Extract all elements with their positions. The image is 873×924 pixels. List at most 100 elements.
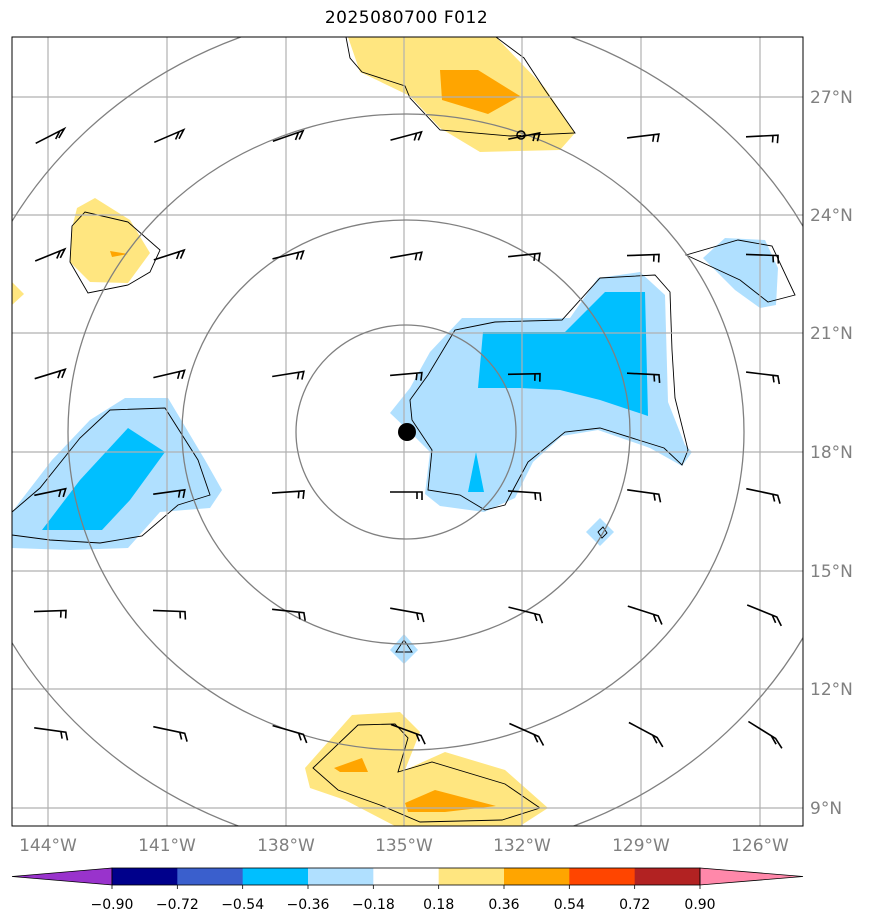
positive-anomaly-area [70,198,150,283]
wind-barb [34,487,67,498]
wind-barb [272,129,305,142]
negative-anomaly-core [478,292,648,416]
wind-barb [746,604,783,627]
positive-anomaly-core [440,70,520,114]
wind-barb [153,369,186,380]
wind-barb [33,609,67,619]
wind-barb [272,608,306,621]
wind-barb [626,372,661,383]
wind-barb [390,607,425,623]
positive-anomaly-area [12,282,24,305]
colorbar-extend-min [11,867,113,886]
colorbar-cell [504,868,570,885]
colorbar-frame [111,867,701,886]
wind-barb [746,487,781,504]
positive-anomaly-core [405,790,496,812]
lon-label: 126°W [731,836,789,856]
graticule [12,37,803,826]
wind-barb [272,249,305,260]
colorbar-tick-label: 0.90 [684,897,715,913]
positive-anomaly-core [110,251,128,257]
colorbar-cell [373,868,440,885]
longitude-labels: 144°W 141°W 138°W 135°W 132°W 129°W 126°… [19,836,789,856]
wind-barb [390,723,426,745]
wind-barb [390,491,423,500]
wind-barb [507,490,542,502]
contour-lines [12,37,796,823]
wind-barb [508,252,541,262]
lat-label: 21°N [810,324,853,344]
negative-anomaly-core [42,428,165,530]
station-marker [516,130,526,140]
colorbar-cell [242,868,309,885]
lon-label: 144°W [19,836,77,856]
wind-barb [153,128,186,144]
colorbar-extend-max [699,867,804,886]
colorbar-cell [177,868,244,885]
lat-label: 18°N [810,443,853,463]
wind-barb [627,489,662,503]
positive-anomaly-area [305,712,548,826]
wind-barb [390,130,423,141]
wind-barb [747,720,783,749]
range-rings [12,37,803,826]
wind-barb [626,253,660,263]
map-plot-area [12,37,803,826]
lat-label: 27°N [810,88,853,108]
lat-label: 24°N [810,206,853,226]
map-title: 2025080700 F012 [324,8,489,28]
lat-label: 12°N [810,680,853,700]
negative-anomaly-core [468,452,484,492]
wind-barb [271,490,305,499]
lon-label: 138°W [257,836,315,856]
lon-label: 135°W [375,836,433,856]
colorbar-cell [569,868,636,885]
wind-barbs [33,126,783,749]
lon-label: 141°W [138,836,196,856]
colorbar-cell [634,868,701,885]
wind-barb [746,371,781,385]
wind-barb [627,605,663,625]
wind-barb [507,372,541,382]
wind-barb [745,134,779,144]
wind-barb [508,606,544,624]
lat-label: 9°N [810,799,842,819]
wind-barb [745,253,780,264]
wind-barb [509,722,545,746]
wind-barb [508,131,541,142]
colorbar-tick-label: −0.36 [287,897,330,913]
wind-barb [272,370,305,380]
colorbar-cell [308,868,374,885]
wind-barb [35,126,67,145]
colorbar-tick-label: 0.54 [554,897,585,913]
wind-barb [34,247,67,262]
wind-barb [153,725,188,742]
colorbar-tick-label: 0.36 [488,897,519,913]
wind-barb [390,371,423,381]
wind-barb [390,251,423,261]
colorbar-cell [438,868,505,885]
lon-label: 129°W [612,836,670,856]
lon-label: 132°W [493,836,551,856]
wind-barb [34,368,67,380]
lat-label: 15°N [810,562,853,582]
wind-barb [153,248,186,261]
colorbar: −0.90 −0.72 −0.54 −0.36 −0.18 0.18 0.36 0.54 0.7… [11,867,804,913]
wind-barb [628,721,664,748]
colorbar-tick-label: −0.18 [352,897,395,913]
colorbar-tick-label: −0.90 [91,897,134,913]
colorbar-cell [112,868,178,885]
colorbar-tick-label: −0.72 [156,897,199,913]
colorbar-tick-label: −0.54 [221,897,264,913]
wind-barb [272,724,308,744]
wind-barb [34,727,69,741]
storm-center-marker [398,423,416,441]
wind-barb [152,609,187,620]
colorbar-tick-label: 0.72 [619,897,650,913]
map-frame [11,36,804,827]
wind-barb [627,133,660,143]
colorbar-tick-label: 0.18 [423,897,454,913]
wind-barb [153,488,186,499]
latitude-labels: 27°N 24°N 21°N 18°N 15°N 12°N 9°N [810,88,853,819]
